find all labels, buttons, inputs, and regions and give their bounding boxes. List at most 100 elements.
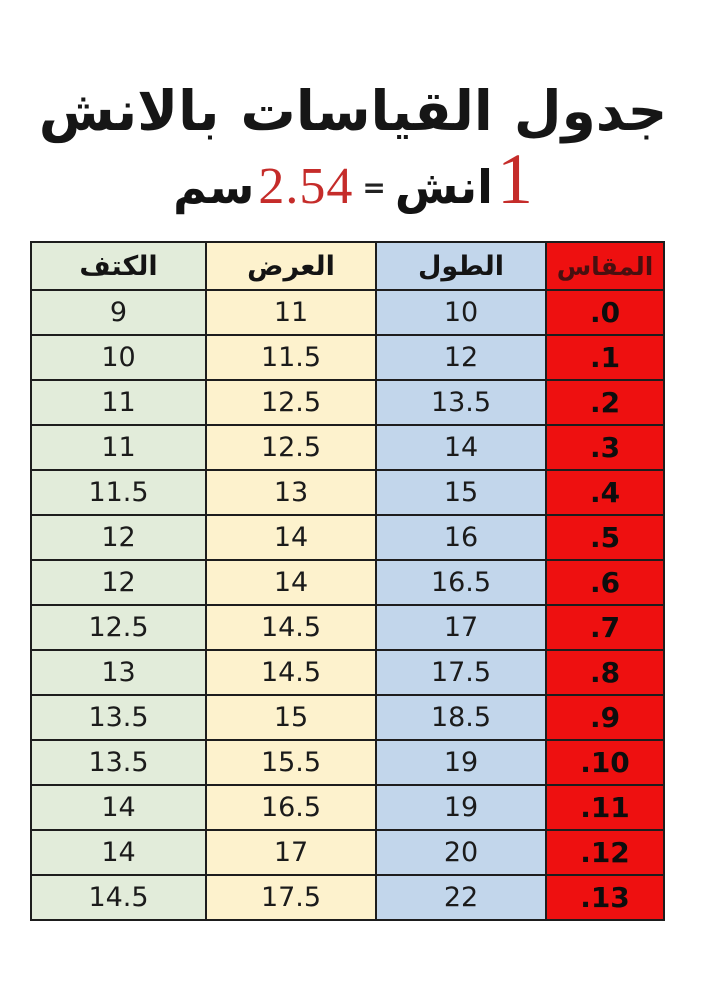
cell-length: 15	[375, 469, 547, 517]
cell-width: 11.5	[205, 334, 377, 382]
cell-value: 16.5	[430, 567, 492, 599]
column-header-size: المقاس	[545, 241, 665, 292]
cell-value: .0	[589, 296, 621, 330]
cell-value: 11	[101, 432, 136, 464]
cell-shoulder: 14	[30, 829, 207, 877]
cell-value: .5	[589, 521, 621, 555]
cell-size: .2	[545, 379, 665, 427]
cell-shoulder: 10	[30, 334, 207, 382]
cell-value: .2	[589, 386, 621, 420]
cell-length: 18.5	[375, 694, 547, 742]
table-row: .13 22 17.5 14.5	[30, 874, 665, 922]
cell-length: 13.5	[375, 379, 547, 427]
cell-size: .5	[545, 514, 665, 562]
column-header-shoulder: الكتف	[30, 241, 207, 292]
cell-shoulder: 9	[30, 289, 207, 337]
cell-width: 17.5	[205, 874, 377, 922]
cell-width: 14	[205, 559, 377, 607]
cell-value: 14	[273, 522, 309, 554]
cell-shoulder: 13.5	[30, 739, 207, 787]
cell-value: .4	[589, 476, 621, 510]
cell-value: 11.5	[88, 477, 149, 509]
cell-value: 11.5	[260, 342, 322, 374]
cell-shoulder: 12.5	[30, 604, 207, 652]
cell-length: 17.5	[375, 649, 547, 697]
cell-size: .3	[545, 424, 665, 472]
cell-value: 14.5	[260, 612, 322, 644]
cell-value: .11	[580, 791, 630, 825]
table-row: .0 10 11 9	[30, 289, 665, 337]
cell-value: 14	[273, 567, 309, 599]
cell-value: 14.5	[260, 657, 322, 689]
cell-size: .12	[545, 829, 665, 877]
table-row: .4 15 13 11.5	[30, 469, 665, 517]
cell-width: 11	[205, 289, 377, 337]
cell-value: 13.5	[430, 387, 492, 419]
cell-width: 15	[205, 694, 377, 742]
cell-width: 16.5	[205, 784, 377, 832]
cell-value: 12.5	[88, 612, 149, 644]
cell-size: .6	[545, 559, 665, 607]
cell-value: .7	[589, 611, 621, 645]
cell-value: 16	[443, 522, 479, 554]
cell-shoulder: 12	[30, 514, 207, 562]
cell-value: .6	[589, 566, 621, 600]
table-row: .10 19 15.5 13.5	[30, 739, 665, 787]
cell-value: .9	[589, 701, 621, 735]
cell-length: 16	[375, 514, 547, 562]
cell-width: 14	[205, 514, 377, 562]
cell-shoulder: 13.5	[30, 694, 207, 742]
cell-shoulder: 12	[30, 559, 207, 607]
cell-value: 19	[443, 747, 479, 779]
equals-sign: =	[362, 171, 386, 205]
cell-size: .4	[545, 469, 665, 517]
cell-length: 16.5	[375, 559, 547, 607]
cell-value: .1	[589, 341, 621, 375]
cell-value: 10	[443, 297, 479, 329]
cell-shoulder: 11	[30, 424, 207, 472]
cell-value: 14.5	[88, 882, 149, 914]
table-row: .8 17.5 14.5 13	[30, 649, 665, 697]
cell-size: .11	[545, 784, 665, 832]
inch-unit-label: انش	[394, 160, 493, 215]
cell-length: 12	[375, 334, 547, 382]
cell-value: 12.5	[260, 387, 322, 419]
cell-size: .13	[545, 874, 665, 922]
cm-value: 2.54	[258, 158, 354, 216]
table-row: .11 19 16.5 14	[30, 784, 665, 832]
cell-width: 12.5	[205, 424, 377, 472]
cell-size: .0	[545, 289, 665, 337]
column-header-width: العرض	[205, 241, 377, 292]
measurements-table-body: .0 10 11 9.1 12 11.5 10.2 13.5 12.5 11.3 14 12.5 11.…	[30, 289, 665, 922]
cell-value: 12	[101, 522, 136, 554]
table-row: .12 20 17 14	[30, 829, 665, 877]
cell-size: .10	[545, 739, 665, 787]
table-row: .2 13.5 12.5 11	[30, 379, 665, 427]
table-row: .9 18.5 15 13.5	[30, 694, 665, 742]
cell-value: 17.5	[430, 657, 492, 689]
cell-value: 15.5	[260, 747, 322, 779]
table-header-row: المقاس الطول العرض الكتف	[30, 241, 665, 292]
cell-shoulder: 14.5	[30, 874, 207, 922]
conversion-note: 1 انش = 2.54 سم	[0, 143, 706, 235]
cell-value: 20	[443, 837, 479, 869]
cell-value: 17	[273, 837, 309, 869]
cell-value: 12	[101, 567, 136, 599]
cell-width: 14.5	[205, 604, 377, 652]
cell-value: 9	[109, 297, 128, 329]
cell-value: 16.5	[260, 792, 322, 824]
cell-shoulder: 13	[30, 649, 207, 697]
cell-length: 22	[375, 874, 547, 922]
cell-value: 22	[443, 882, 479, 914]
cell-value: 14	[443, 432, 479, 464]
measurements-table: المقاس الطول العرض الكتف .0 10 11 9.1 12 11.5…	[30, 241, 665, 922]
cell-size: .9	[545, 694, 665, 742]
column-header-length: الطول	[375, 241, 547, 292]
cell-length: 19	[375, 739, 547, 787]
cell-value: 12.5	[260, 432, 322, 464]
table-row: .7 17 14.5 12.5	[30, 604, 665, 652]
cell-size: .1	[545, 334, 665, 382]
table-row: .6 16.5 14 12	[30, 559, 665, 607]
cell-size: .7	[545, 604, 665, 652]
